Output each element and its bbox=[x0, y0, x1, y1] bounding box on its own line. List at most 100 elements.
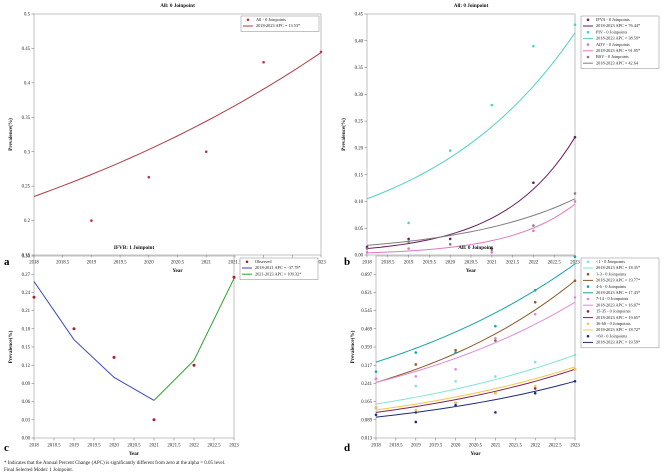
x-tick-label: 2022 bbox=[530, 444, 540, 449]
observed-point bbox=[72, 327, 76, 331]
observed-point-BSV bbox=[490, 248, 494, 251]
observed-point-1-3 bbox=[494, 339, 497, 342]
observed-point bbox=[232, 275, 236, 279]
observed-point-15-35 bbox=[533, 387, 537, 390]
observed-point-PIV bbox=[573, 23, 577, 27]
legend-label: 2018-2023 APC = 91.95* bbox=[596, 48, 640, 53]
observed-point-4-6 bbox=[374, 370, 378, 373]
legend-label: >60 - 0 Joinpoints bbox=[596, 333, 628, 338]
x-tick-label: 2020 bbox=[144, 261, 154, 266]
y-tick-label: 0.013 bbox=[361, 437, 372, 442]
y-tick-label: 0.05 bbox=[355, 227, 364, 232]
y-tick-label: 0.317 bbox=[361, 364, 372, 369]
panel-letter: a bbox=[4, 256, 10, 268]
panel-letter: b bbox=[344, 256, 350, 268]
x-tick-label: 2021.5 bbox=[167, 444, 181, 449]
chart-title: All: 0 Joinpoint bbox=[458, 245, 493, 251]
x-tick-label: 2018 bbox=[29, 444, 39, 449]
observed-point-<1 bbox=[454, 379, 457, 383]
x-tick-label: 2022 bbox=[189, 444, 199, 449]
legend-marker bbox=[245, 260, 249, 264]
observed-point-1-3 bbox=[414, 363, 418, 366]
x-tick-label: 2023 bbox=[570, 444, 580, 449]
fit-line->60 bbox=[375, 380, 576, 418]
y-tick-label: 0.25 bbox=[22, 185, 31, 190]
plot-frame bbox=[366, 13, 576, 256]
observed-point-PIV bbox=[532, 44, 535, 48]
x-tick-label: 2018.5 bbox=[389, 444, 403, 449]
x-tick-label: 2018.5 bbox=[56, 261, 70, 266]
observed-point-36-60 bbox=[414, 408, 418, 412]
y-tick-label: 0.20 bbox=[355, 146, 364, 151]
legend-label: 2018-2023 APC = 16.07* bbox=[596, 302, 640, 307]
legend-label: 2018-2023 APC = 17.43* bbox=[596, 290, 640, 295]
x-tick-label: 2021 bbox=[201, 261, 211, 266]
x-tick-label: 2023 bbox=[229, 444, 239, 449]
observed-point->60 bbox=[533, 391, 537, 395]
x-tick-label: 2021 bbox=[149, 444, 159, 449]
observed-point-<1 bbox=[573, 353, 577, 357]
observed-point-7-14 bbox=[454, 367, 457, 371]
y-tick-label: 0.21 bbox=[22, 309, 31, 314]
legend-label: 2021-2023 APC = 109.32* bbox=[255, 271, 301, 276]
y-axis-label: Prevalence(%) bbox=[349, 330, 356, 363]
y-axis-label: Prevalence(%) bbox=[7, 118, 14, 151]
legend-marker bbox=[586, 310, 590, 313]
panel-letter: c bbox=[4, 442, 9, 454]
x-axis-label: Year bbox=[470, 451, 481, 457]
y-tick-label: 0.30 bbox=[22, 255, 31, 260]
observed-point->60 bbox=[494, 411, 497, 414]
y-tick-label: 0.25 bbox=[355, 120, 364, 125]
observed-point-ADV bbox=[490, 251, 494, 254]
x-tick-label: 2022.5 bbox=[548, 444, 562, 449]
plot-frame bbox=[375, 255, 576, 439]
x-tick-label: 2023 bbox=[570, 261, 580, 266]
chart-title: All: 0 Joinpoint bbox=[160, 3, 195, 9]
observed-point-4-6 bbox=[454, 351, 457, 354]
x-tick-label: 2020 bbox=[451, 444, 461, 449]
observed-point-PIV bbox=[490, 103, 494, 107]
observed-point-IFVA bbox=[573, 135, 577, 139]
observed-point-All bbox=[90, 219, 93, 222]
legend-marker bbox=[586, 18, 590, 22]
fit-line-BSV bbox=[366, 198, 576, 246]
fit-line-<1 bbox=[375, 354, 576, 405]
x-axis-label: Year bbox=[129, 451, 140, 457]
observed-point-<1 bbox=[494, 375, 497, 378]
legend-label: Observed bbox=[255, 259, 272, 264]
y-tick-label: 0.15 bbox=[22, 346, 31, 351]
observed-point bbox=[32, 295, 36, 299]
y-tick-label: 0.241 bbox=[361, 382, 372, 387]
x-axis-label: Year bbox=[466, 268, 477, 274]
y-tick-label: 0.18 bbox=[22, 327, 31, 332]
observed-point->60 bbox=[374, 413, 378, 417]
observed-point-PIV bbox=[407, 221, 410, 225]
legend-box bbox=[580, 257, 660, 349]
observed-point bbox=[192, 363, 196, 367]
fit-line-15-35 bbox=[375, 368, 576, 413]
observed-point-ADV bbox=[407, 247, 410, 250]
observed-point-1-3 bbox=[573, 279, 577, 282]
observed-point-All bbox=[204, 150, 208, 154]
observed-point-7-14 bbox=[573, 296, 577, 299]
plot-frame bbox=[33, 255, 235, 439]
fit-line-All bbox=[33, 52, 322, 197]
y-tick-label: 0.30 bbox=[355, 93, 364, 98]
legend-label: 2018-2023 APC = 18.35* bbox=[596, 265, 640, 270]
x-tick-label: 2021 bbox=[491, 444, 501, 449]
legend-marker bbox=[586, 260, 590, 264]
y-tick-label: 0.621 bbox=[361, 291, 372, 296]
observed-point-<1 bbox=[414, 384, 418, 388]
segment-line-1 bbox=[33, 281, 155, 401]
y-tick-label: 0.545 bbox=[361, 309, 372, 314]
legend-label: 2018-2023 APC = 38.59* bbox=[596, 36, 640, 41]
fit-line-1-3 bbox=[375, 280, 576, 383]
x-tick-label: 2019 bbox=[404, 261, 414, 266]
legend-marker bbox=[586, 55, 590, 59]
fit-line-PIV bbox=[366, 32, 576, 200]
x-tick-label: 2018 bbox=[362, 261, 372, 266]
observed-point-All bbox=[262, 60, 265, 64]
legend-label: <1 - 0 Joinpoints bbox=[596, 259, 625, 264]
